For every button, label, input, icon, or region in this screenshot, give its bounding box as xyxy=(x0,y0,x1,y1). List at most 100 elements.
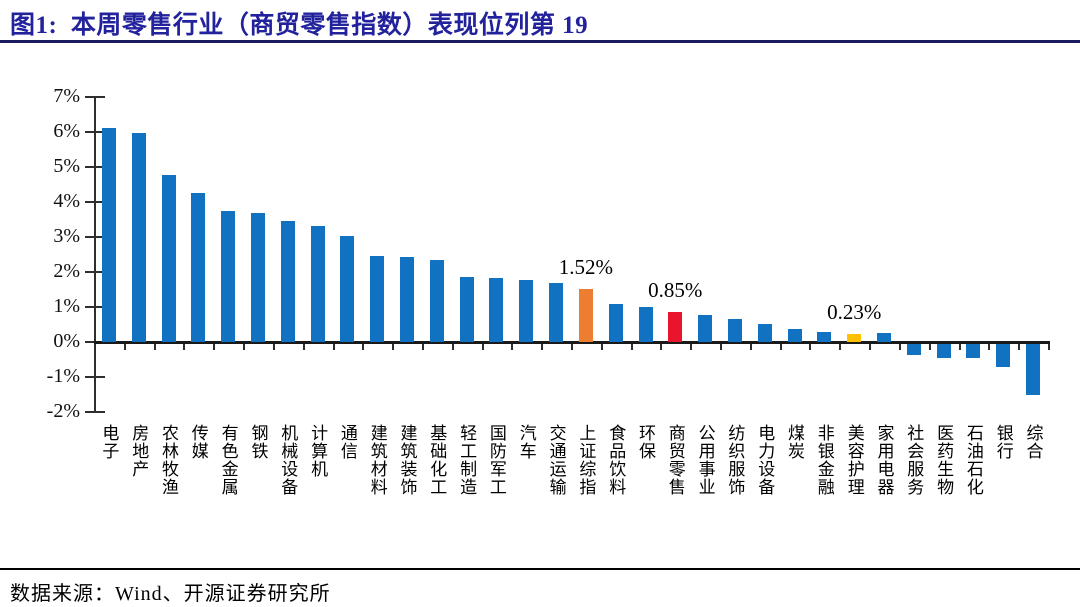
x-category-label: 环保 xyxy=(636,424,655,460)
y-axis-label: 5% xyxy=(53,155,80,177)
bar-31 xyxy=(996,343,1011,368)
x-axis-tick xyxy=(392,343,395,350)
x-axis-tick xyxy=(541,343,544,350)
title-divider xyxy=(0,40,1080,43)
y-axis-label: -2% xyxy=(46,400,80,422)
x-axis-tick xyxy=(213,343,216,350)
x-axis-tick xyxy=(481,343,484,350)
x-axis-tick xyxy=(928,343,931,350)
y-axis-label: 6% xyxy=(53,120,80,142)
bar-30 xyxy=(966,343,981,358)
x-axis-tick xyxy=(332,343,335,350)
y-axis-tick xyxy=(85,271,105,273)
x-category-label: 建筑装饰 xyxy=(397,424,417,496)
x-axis-tick xyxy=(183,343,186,350)
bar-value-label: 0.85% xyxy=(648,278,703,303)
x-axis-tick xyxy=(243,343,245,350)
x-category-label: 医药生物 xyxy=(934,424,954,496)
bar-value-label: 0.23% xyxy=(827,299,882,324)
x-axis-tick xyxy=(779,343,782,350)
bar-32 xyxy=(1026,343,1040,396)
y-axis-tick xyxy=(85,96,105,98)
x-category-label: 农林牧渔 xyxy=(159,424,178,496)
y-axis-tick xyxy=(85,376,105,378)
bar-19 xyxy=(638,307,653,342)
x-category-label: 社会服务 xyxy=(904,424,924,496)
bar-17 xyxy=(578,288,593,342)
bar-value-label: 1.52% xyxy=(558,254,614,279)
x-axis-tick xyxy=(302,343,305,350)
x-category-label: 计算机 xyxy=(308,424,328,478)
x-axis-tick xyxy=(362,343,365,350)
y-axis-tick xyxy=(85,201,105,203)
bar-24 xyxy=(787,329,802,342)
bar-21 xyxy=(698,314,713,342)
x-category-label: 交通运输 xyxy=(546,424,566,496)
y-axis-tick xyxy=(85,306,105,308)
x-axis-tick xyxy=(809,343,812,350)
x-category-label: 传媒 xyxy=(188,424,208,460)
bar-25 xyxy=(817,332,832,342)
bar-12 xyxy=(429,259,444,343)
figure-title: 图1: 本周零售行业（商贸零售指数）表现位列第 19 xyxy=(10,12,589,39)
bar-23 xyxy=(757,323,772,342)
y-axis-label: 2% xyxy=(53,260,80,282)
data-source-text: 数据来源：Wind、开源证券研究所 xyxy=(10,583,331,605)
x-category-label: 商贸零售 xyxy=(665,424,685,496)
x-axis-tick xyxy=(749,343,752,350)
x-axis-tick xyxy=(1047,343,1050,350)
x-axis-tick xyxy=(869,343,872,350)
bar-13 xyxy=(459,276,474,343)
x-axis-tick xyxy=(600,343,603,350)
x-axis-tick xyxy=(660,343,663,350)
bar-20 xyxy=(668,312,683,343)
bar-14 xyxy=(489,277,504,342)
bar-4 xyxy=(191,192,206,342)
footer-divider xyxy=(0,568,1080,570)
x-category-label: 通信 xyxy=(337,424,357,460)
bar-9 xyxy=(340,236,355,342)
x-axis-tick xyxy=(839,343,842,350)
x-category-label: 机械设备 xyxy=(278,424,298,496)
y-axis-label: 1% xyxy=(53,295,80,317)
x-category-label: 建筑材料 xyxy=(367,424,387,496)
bar-22 xyxy=(727,319,742,343)
bar-7 xyxy=(280,220,295,343)
x-category-label: 电子 xyxy=(99,424,119,460)
x-category-label: 上证综指 xyxy=(576,424,596,496)
x-category-label: 银行 xyxy=(993,424,1013,460)
bar-8 xyxy=(310,226,325,342)
y-axis-tick xyxy=(85,131,105,133)
x-category-label: 国防军工 xyxy=(486,424,506,496)
x-category-label: 食品饮料 xyxy=(606,424,626,496)
bar-29 xyxy=(936,343,951,358)
x-category-label: 汽车 xyxy=(516,424,536,460)
x-category-label: 有色金属 xyxy=(218,424,238,496)
x-axis-tick xyxy=(451,343,454,350)
x-category-label: 基础化工 xyxy=(427,424,447,496)
x-axis-tick xyxy=(511,343,514,350)
x-axis-tick xyxy=(272,343,275,350)
x-axis-baseline xyxy=(94,341,1050,344)
y-axis-tick xyxy=(85,166,105,168)
y-axis-label: 4% xyxy=(53,190,80,212)
x-category-label: 电力设备 xyxy=(755,424,775,496)
y-axis-tick xyxy=(85,236,105,238)
y-axis-label: 3% xyxy=(53,225,80,247)
bar-26 xyxy=(847,333,862,342)
x-category-label: 钢铁 xyxy=(248,424,268,460)
x-axis-tick xyxy=(153,343,156,350)
y-axis-label: 0% xyxy=(53,330,80,352)
bar-5 xyxy=(221,211,236,342)
bar-10 xyxy=(370,255,385,342)
y-axis-label: -1% xyxy=(46,365,80,387)
x-category-label: 公用事业 xyxy=(695,424,715,496)
bar-18 xyxy=(608,304,623,342)
x-category-label: 综合 xyxy=(1023,424,1043,460)
x-category-label: 房地产 xyxy=(129,424,149,478)
y-axis-tick xyxy=(85,411,105,413)
x-axis-tick xyxy=(1018,343,1021,350)
x-category-label: 非银金融 xyxy=(814,424,834,496)
bar-3 xyxy=(161,174,176,342)
x-axis-tick xyxy=(94,343,96,350)
